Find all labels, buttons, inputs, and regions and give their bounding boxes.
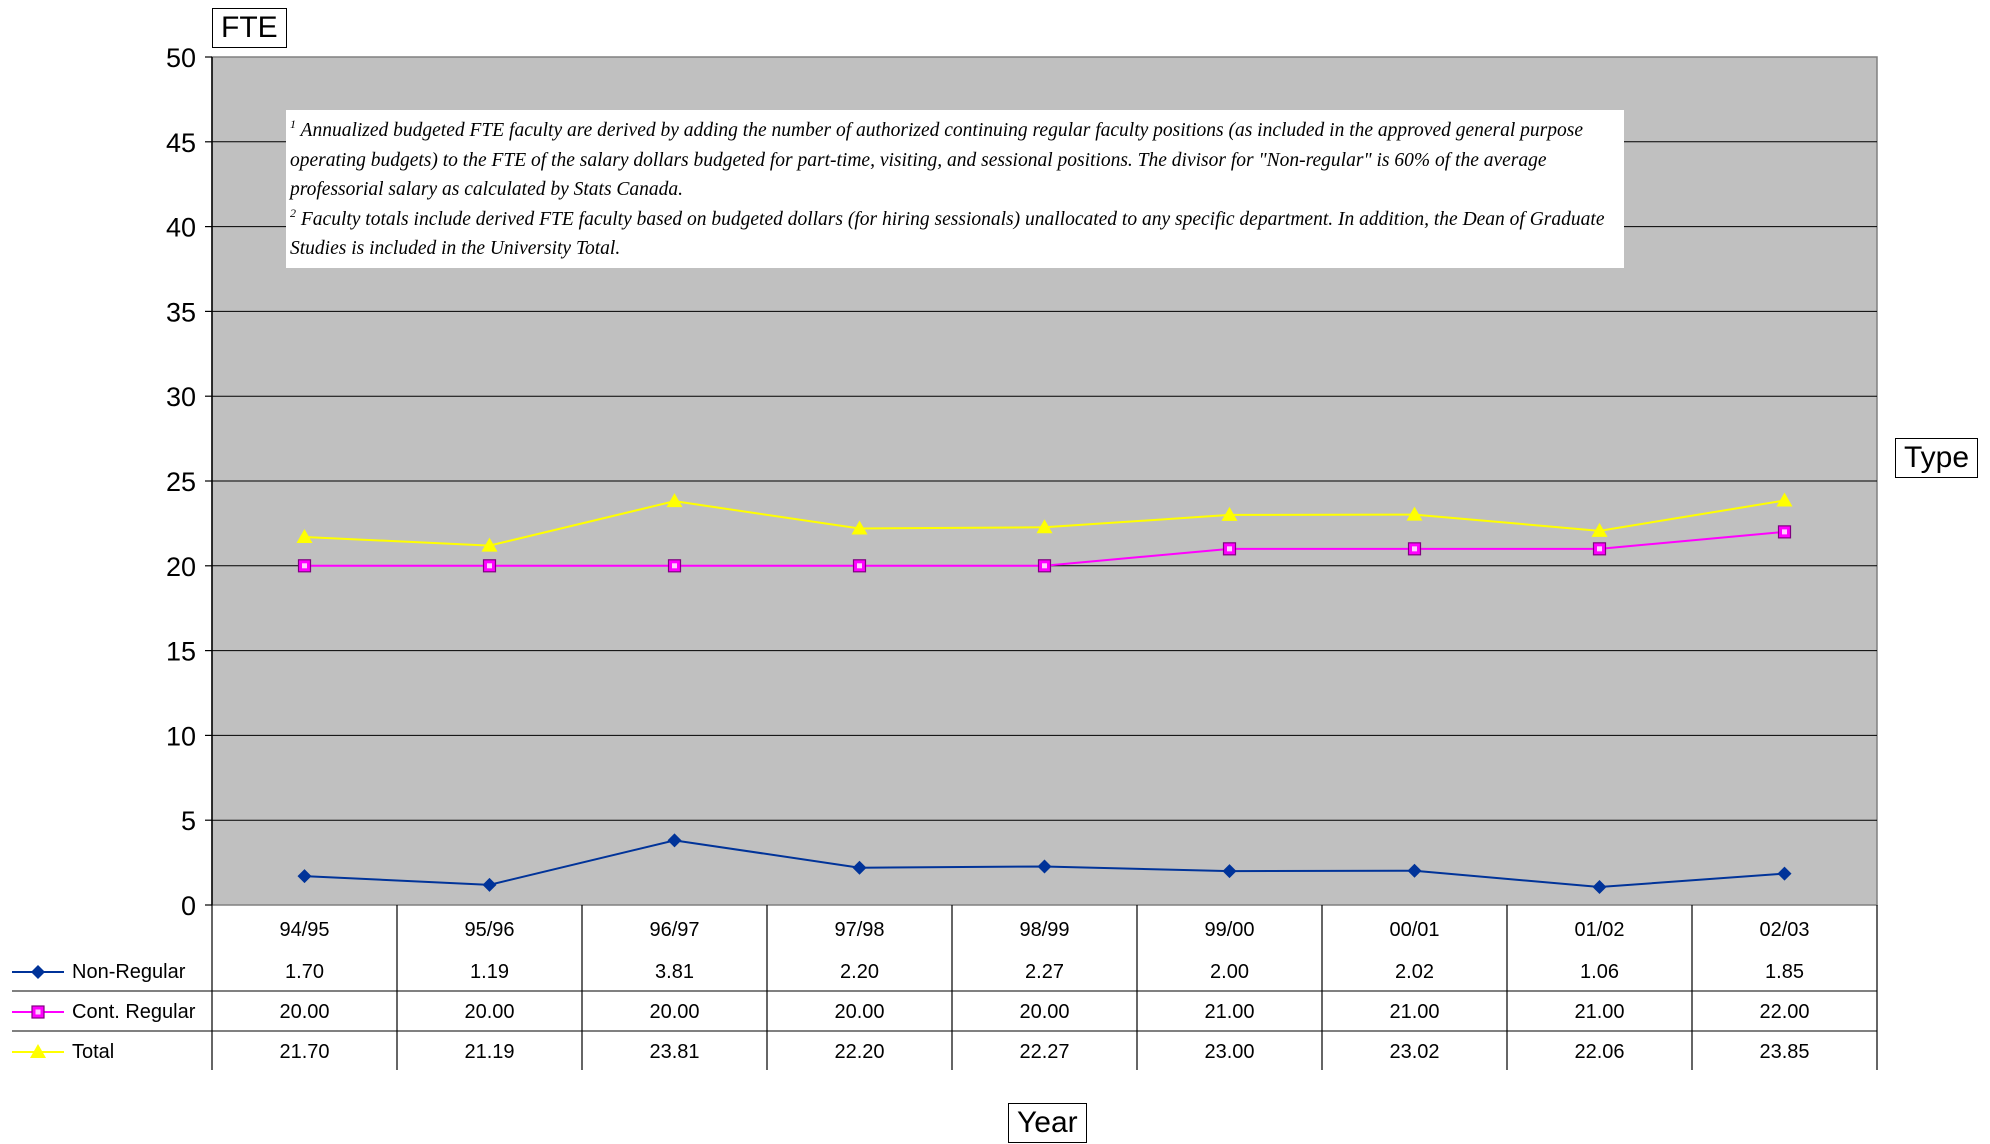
data-table-cell: 23.00 [1204,1041,1254,1063]
data-table-cell: 2.02 [1395,961,1434,983]
data-point-marker-inner [672,563,677,569]
data-point-marker [851,520,868,535]
x-axis-title: Year [1008,1103,1087,1143]
footnote-box: 1 Annualized budgeted FTE faculty are de… [286,110,1624,268]
legend-title: Type [1895,438,1979,478]
y-tick-label: 30 [166,382,196,412]
y-tick-label: 15 [166,637,196,667]
data-point-marker-inner [302,563,307,569]
data-point-marker-inner [487,563,492,569]
y-tick-label: 0 [181,891,196,921]
x-category-label: 99/00 [1204,919,1254,941]
series-lines [296,492,1793,895]
data-table-cell: 20.00 [834,1001,884,1023]
data-table-cell: 22.27 [1019,1041,1069,1063]
data-table-cell: 1.85 [1765,961,1804,983]
legend-entry-label: Total [72,1041,114,1063]
data-point-marker [1777,866,1792,881]
footnote-1: 1 Annualized budgeted FTE faculty are de… [290,116,1620,205]
x-category-label: 97/98 [834,919,884,941]
data-point-marker [296,528,313,543]
footnote-2-text: Faculty totals include derived FTE facul… [290,208,1605,260]
data-table-cell: 3.81 [655,961,694,983]
x-category-label: 94/95 [279,919,329,941]
data-table-cell: 21.19 [464,1041,514,1063]
data-point-marker [1407,863,1422,878]
data-point-marker [297,869,312,884]
data-table-cell: 1.06 [1580,961,1619,983]
data-point-marker [1036,519,1053,534]
data-point-marker-inner [1412,546,1417,552]
data-point-marker [1406,506,1423,521]
footnote-2: 2 Faculty totals include derived FTE fac… [290,205,1620,264]
footnote-2-marker: 2 [290,205,296,220]
data-point-marker [30,1044,46,1058]
data-table-cell: 23.85 [1759,1041,1809,1063]
x-category-label: 02/03 [1759,919,1809,941]
y-tick-label: 50 [166,43,196,73]
y-tick-label: 20 [166,552,196,582]
data-point-marker [1776,492,1793,507]
data-point-marker [852,860,867,875]
y-axis-title: FTE [212,8,287,48]
footnote-1-marker: 1 [290,117,296,131]
y-tick-label: 25 [166,467,196,497]
data-point-marker [1037,859,1052,874]
series-cont-regular [297,525,1792,573]
y-tick-label: 5 [181,806,196,836]
data-table-cell: 22.20 [834,1041,884,1063]
data-table-cell: 22.00 [1759,1001,1809,1023]
data-point-marker-inner [857,563,862,569]
data-table-cell: 2.00 [1210,961,1249,983]
data-point-marker-inner [35,1009,41,1015]
data-point-marker [1592,880,1607,895]
series-non-regular [297,833,1792,895]
data-table-cell: 1.19 [470,961,509,983]
x-category-label: 00/01 [1389,919,1439,941]
data-table-cell: 1.70 [285,961,324,983]
y-tick-label: 35 [166,297,196,327]
data-table-cell: 22.06 [1574,1041,1624,1063]
data-table-cell: 21.00 [1204,1001,1254,1023]
data-table-cell: 23.02 [1389,1041,1439,1063]
x-category-label: 01/02 [1574,919,1624,941]
data-table-cell: 20.00 [1019,1001,1069,1023]
series-total [296,492,1793,552]
x-category-label: 96/97 [649,919,699,941]
data-point-marker [666,493,683,508]
x-category-label: 98/99 [1019,919,1069,941]
data-point-marker-inner [1227,546,1232,552]
y-tick-label: 40 [166,213,196,243]
data-table-cell: 21.00 [1574,1001,1624,1023]
y-tick-label: 10 [166,721,196,751]
data-point-marker-inner [1042,563,1047,569]
data-point-marker [482,877,497,892]
data-table: 94/95 95/96 96/97 97/98 98/99 99/00 00/01 01/02… [12,905,1878,1070]
data-point-marker [481,537,498,552]
data-table-cell: 2.27 [1025,961,1064,983]
data-table-cell: 20.00 [279,1001,329,1023]
data-table-cell: 21.70 [279,1041,329,1063]
data-point-marker-inner [1597,546,1602,552]
footnote-1-text: Annualized budgeted FTE faculty are deri… [290,120,1583,200]
y-axis-ticks: 0 5 10 15 20 25 30 35 40 45 50 [166,43,213,921]
legend-entry-label: Non-Regular [72,961,186,983]
data-table-cell: 21.00 [1389,1001,1439,1023]
data-point-marker-inner [1782,529,1787,535]
data-point-marker [31,965,45,979]
data-table-cell: 20.00 [649,1001,699,1023]
data-table-cell: 23.81 [649,1041,699,1063]
data-point-marker [1591,522,1608,537]
data-point-marker [1222,864,1237,879]
x-category-label: 95/96 [464,919,514,941]
y-tick-label: 45 [166,128,196,158]
data-point-marker [1221,506,1238,521]
legend-entry-label: Cont. Regular [72,1001,196,1023]
data-table-cell: 2.20 [840,961,879,983]
data-point-marker [667,833,682,848]
data-table-cell: 20.00 [464,1001,514,1023]
